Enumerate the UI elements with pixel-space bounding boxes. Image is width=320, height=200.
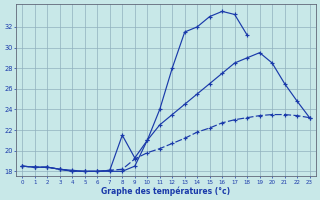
X-axis label: Graphe des températures (°c): Graphe des températures (°c) xyxy=(101,186,230,196)
